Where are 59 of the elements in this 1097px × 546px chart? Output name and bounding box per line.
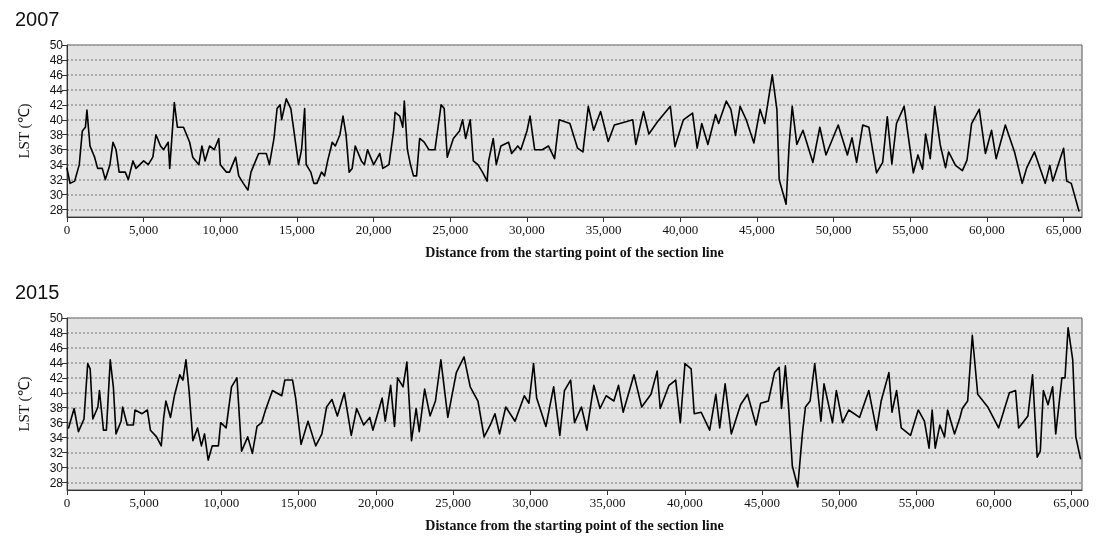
- x-tick-label: 10,000: [203, 495, 240, 510]
- x-tick-label: 25,000: [432, 222, 469, 237]
- x-tick-label: 30,000: [509, 222, 545, 237]
- x-tick-label: 50,000: [815, 222, 852, 237]
- x-tick-label: 0: [63, 495, 71, 510]
- y-tick-label: 42: [49, 97, 64, 112]
- x-tick-label: 35,000: [585, 222, 622, 237]
- x-tick-label: 30,000: [512, 495, 549, 510]
- y-tick-label: 46: [49, 340, 64, 355]
- y-tick-label: 38: [49, 127, 64, 142]
- x-tick-label: 40,000: [662, 222, 699, 237]
- y-tick-label: 42: [49, 370, 64, 385]
- chart-title: 2007: [15, 8, 60, 30]
- y-tick-label: 28: [49, 202, 64, 217]
- y-tick-label: 50: [49, 311, 64, 325]
- x-tick-label: 55,000: [892, 222, 929, 237]
- x-tick-label: 45,000: [739, 222, 775, 237]
- y-tick-label: 50: [49, 38, 64, 52]
- y-tick-label: 36: [49, 415, 64, 430]
- x-tick-label: 65,000: [1053, 495, 1090, 510]
- y-tick-label: 28: [49, 475, 64, 490]
- x-tick-label: 10,000: [202, 222, 239, 237]
- chart-title: 2015: [15, 281, 60, 303]
- x-tick-label: 5,000: [129, 495, 159, 510]
- x-tick-label: 20,000: [358, 495, 394, 510]
- y-tick-label: 48: [49, 52, 64, 67]
- x-tick-label: 0: [63, 222, 71, 237]
- x-axis-title: Distance from the starting point of the section line: [425, 244, 724, 260]
- x-tick-label: 15,000: [279, 222, 315, 237]
- x-tick-label: 40,000: [667, 495, 703, 510]
- y-tick-label: 36: [49, 142, 64, 157]
- x-tick-label: 50,000: [821, 495, 858, 510]
- x-tick-label: 55,000: [898, 495, 935, 510]
- y-tick-label: 44: [49, 355, 64, 370]
- y-axis-title: LST (℃): [15, 376, 33, 432]
- y-tick-label: 30: [49, 187, 64, 202]
- x-tick-label: 60,000: [969, 222, 1005, 237]
- x-tick-label: 5,000: [129, 222, 159, 237]
- x-tick-label: 25,000: [435, 495, 472, 510]
- y-tick-label: 32: [49, 172, 64, 187]
- y-tick-label: 34: [49, 157, 64, 172]
- x-tick-label: 20,000: [355, 222, 392, 237]
- y-tick-label: 34: [49, 430, 64, 445]
- x-tick-label: 65,000: [1045, 222, 1082, 237]
- y-tick-label: 48: [49, 325, 64, 340]
- x-axis-title: Distance from the starting point of the section line: [425, 517, 724, 533]
- x-tick-label: 60,000: [976, 495, 1012, 510]
- y-tick-label: 44: [49, 82, 64, 97]
- y-tick-label: 40: [49, 112, 64, 127]
- x-tick-label: 45,000: [744, 495, 781, 510]
- y-tick-label: 40: [49, 385, 64, 400]
- x-tick-label: 15,000: [280, 495, 317, 510]
- x-tick-label: 35,000: [589, 495, 626, 510]
- y-tick-label: 38: [49, 400, 64, 415]
- line-series: [66, 74, 1080, 212]
- y-tick-label: 30: [49, 460, 64, 475]
- y-axis-title: LST (℃): [15, 103, 33, 159]
- y-tick-label: 32: [49, 445, 64, 460]
- y-tick-label: 46: [49, 67, 64, 82]
